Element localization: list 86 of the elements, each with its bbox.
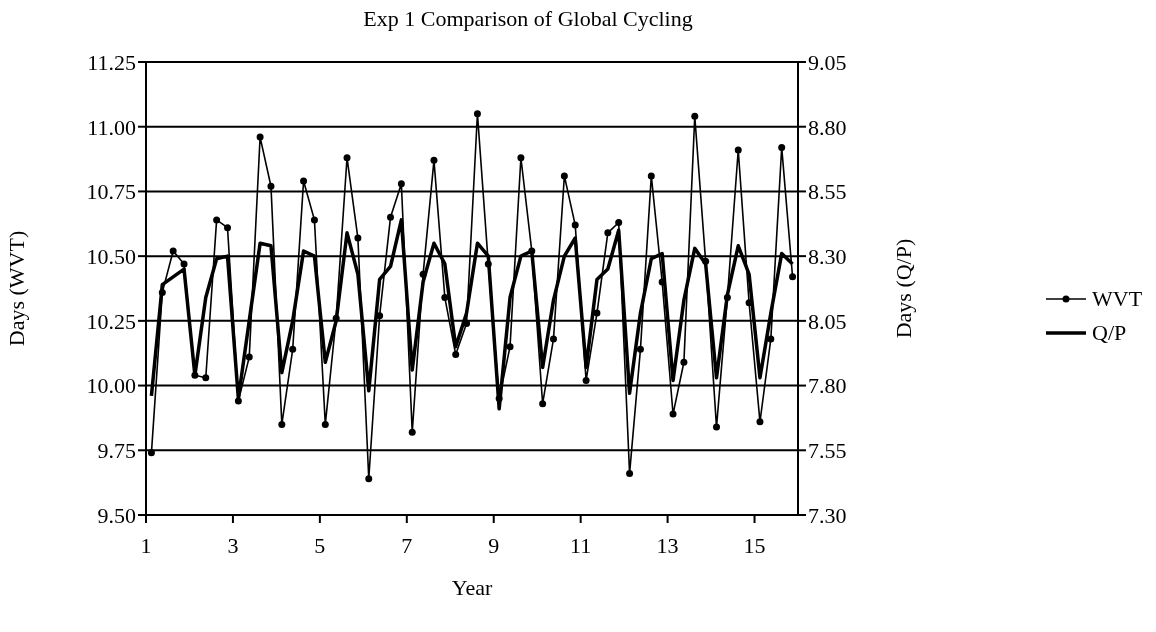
- x-tick-label: 1: [140, 532, 152, 558]
- point: [669, 410, 677, 418]
- y-tick-label: 9.50: [97, 502, 136, 528]
- y-tick-label: 10.00: [86, 373, 136, 399]
- point: [560, 172, 568, 180]
- point: [517, 154, 525, 162]
- point: [419, 270, 427, 278]
- point: [387, 213, 394, 221]
- point: [452, 351, 460, 359]
- point: [300, 177, 308, 185]
- point: [626, 470, 634, 478]
- point: [723, 294, 731, 302]
- point: [571, 221, 579, 229]
- point: [702, 257, 710, 265]
- y2-tick-label: 8.55: [808, 179, 847, 205]
- point: [615, 218, 623, 226]
- point: [789, 273, 797, 281]
- point: [245, 353, 253, 361]
- point: [202, 374, 210, 382]
- point: [473, 110, 481, 118]
- point: [680, 358, 688, 366]
- point: [376, 312, 384, 320]
- point: [767, 335, 775, 343]
- x-axis-title: Year: [451, 575, 493, 600]
- point: [713, 423, 720, 431]
- legend-label: WVT: [1092, 286, 1143, 312]
- y-tick-label: 10.25: [86, 308, 136, 334]
- point: [550, 335, 557, 343]
- point: [636, 345, 644, 353]
- point: [278, 420, 286, 428]
- x-tick-label: 11: [570, 532, 592, 558]
- point: [158, 288, 166, 296]
- point: [734, 146, 742, 154]
- point: [582, 376, 590, 384]
- point: [213, 216, 221, 224]
- point: [224, 224, 231, 232]
- point: [604, 229, 612, 237]
- point: [321, 420, 329, 428]
- point: [234, 397, 242, 405]
- y-tick-label: 9.75: [97, 438, 136, 464]
- point: [691, 112, 699, 120]
- point: [506, 343, 514, 351]
- y-tick-label: 10.75: [86, 179, 136, 205]
- y2-tick-label: 8.05: [808, 308, 847, 334]
- x-tick-label: 9: [488, 532, 500, 558]
- point: [408, 428, 416, 436]
- y2-tick-label: 8.30: [808, 243, 847, 269]
- x-tick-label: 15: [743, 532, 766, 558]
- y-tick-label: 10.50: [86, 243, 136, 269]
- point: [343, 154, 351, 162]
- y2-tick-label: 7.55: [808, 438, 847, 464]
- y2-tick-label: 9.05: [808, 49, 847, 75]
- point: [147, 449, 155, 457]
- point: [495, 395, 503, 403]
- point: [169, 247, 177, 255]
- point: [539, 400, 547, 408]
- legend-label: Q/P: [1092, 320, 1127, 346]
- y-tick-label: 11.25: [87, 49, 136, 75]
- point: [310, 216, 318, 224]
- y2-tick-label: 7.80: [808, 373, 847, 399]
- point: [778, 143, 786, 151]
- y-axis-title: Days (WVT): [3, 230, 29, 347]
- x-tick-label: 13: [656, 532, 679, 558]
- y-tick-label: 11.00: [87, 114, 136, 140]
- y2-tick-label: 7.30: [808, 502, 847, 528]
- point: [441, 294, 449, 302]
- x-tick-label: 5: [314, 532, 326, 558]
- point: [256, 133, 264, 141]
- point: [267, 182, 275, 190]
- point: [528, 247, 536, 255]
- point: [289, 345, 297, 353]
- point: [647, 172, 655, 180]
- point: [756, 418, 764, 426]
- point: [397, 180, 405, 188]
- x-tick-label: 7: [401, 532, 413, 558]
- point: [593, 309, 601, 317]
- x-tick-label: 3: [227, 532, 239, 558]
- point: [332, 314, 340, 322]
- point: [354, 234, 362, 242]
- point: [365, 475, 373, 483]
- point: [180, 260, 188, 268]
- point: [484, 260, 492, 268]
- chart-title: Exp 1 Comparison of Global Cycling: [362, 6, 694, 32]
- point: [430, 156, 438, 164]
- y2-tick-label: 8.80: [808, 114, 847, 140]
- y2-axis-title: Days (Q/P): [890, 238, 916, 339]
